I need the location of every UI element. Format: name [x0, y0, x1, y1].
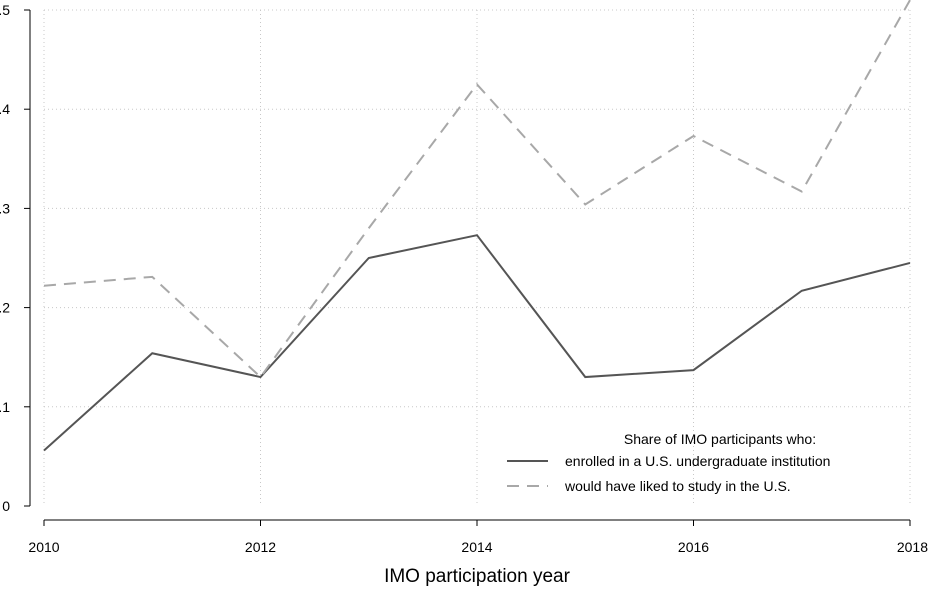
y-tick-label: .2 — [0, 300, 10, 316]
legend-title: Share of IMO participants who: — [624, 431, 816, 447]
x-axis-title: IMO participation year — [384, 566, 571, 587]
x-tick-label: 2012 — [245, 539, 276, 555]
grid-lines — [43, 9, 911, 506]
series-lines — [43, 0, 911, 452]
y-tick-label: .3 — [0, 200, 10, 216]
legend-label: would have liked to study in the U.S. — [564, 478, 791, 494]
y-tick-label: .1 — [0, 399, 10, 415]
x-axis-ticks: 2010 2012 2014 2016 2018 — [28, 520, 928, 555]
legend-label: enrolled in a U.S. undergraduate institu… — [565, 453, 830, 469]
x-tick-label: 2016 — [678, 539, 709, 555]
legend: Share of IMO participants who: enrolled … — [507, 431, 830, 494]
y-tick-label: .5 — [0, 2, 10, 18]
series-line — [43, 234, 911, 452]
y-tick-label: 0 — [2, 498, 10, 514]
y-axis-ticks: 0 .1 .2 .3 .4 .5 — [0, 2, 30, 514]
y-tick-label: .4 — [0, 101, 10, 117]
x-tick-label: 2014 — [461, 539, 492, 555]
series-line — [43, 0, 911, 379]
x-tick-label: 2010 — [28, 539, 59, 555]
x-tick-label: 2018 — [897, 539, 928, 555]
